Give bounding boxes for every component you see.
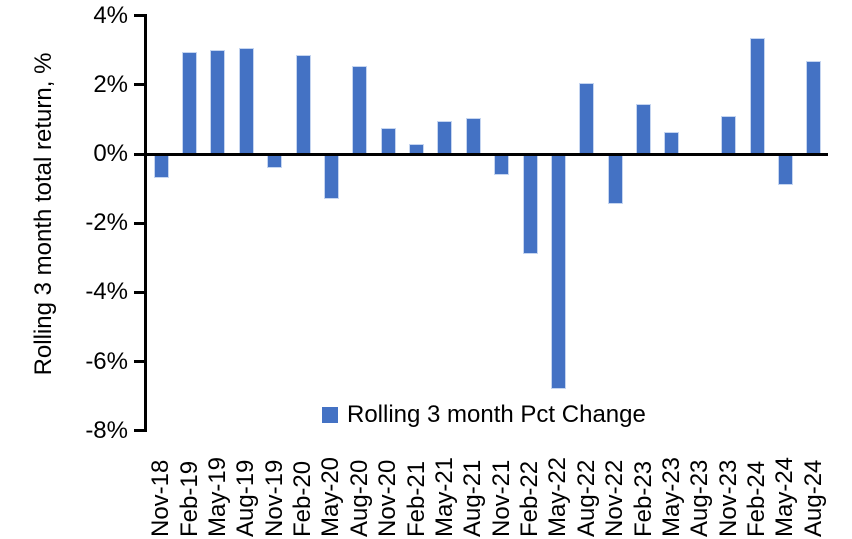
y-tick-label: -6% xyxy=(85,347,128,375)
x-tick-label: Feb-23 xyxy=(629,460,657,537)
bar-aug-22 xyxy=(579,83,595,154)
x-tick-label: May-20 xyxy=(317,456,345,537)
y-tick-mark xyxy=(134,221,147,225)
y-tick-label: -2% xyxy=(85,209,128,237)
y-tick-mark xyxy=(134,83,147,87)
y-tick-label: 0% xyxy=(93,140,128,167)
legend: Rolling 3 month Pct Change xyxy=(322,400,646,430)
bar-feb-19 xyxy=(182,51,198,154)
bar-may-22 xyxy=(550,154,566,390)
x-tick-label: Nov-18 xyxy=(147,459,175,537)
x-tick-label: Nov-21 xyxy=(487,459,515,537)
bar-nov-20 xyxy=(380,128,396,154)
x-tick-label: Aug-20 xyxy=(345,459,373,537)
y-tick-label: 2% xyxy=(93,70,128,98)
x-tick-label: Feb-20 xyxy=(289,460,317,537)
bar-aug-21 xyxy=(465,117,481,154)
bar-may-24 xyxy=(777,154,793,186)
bar-feb-23 xyxy=(636,103,652,154)
bar-may-20 xyxy=(323,154,339,199)
bar-nov-19 xyxy=(267,154,283,168)
x-tick-label: May-21 xyxy=(430,456,458,537)
y-tick-mark xyxy=(134,14,147,18)
x-tick-label: Nov-19 xyxy=(260,459,288,537)
y-tick-label: -8% xyxy=(85,416,128,444)
x-tick-label: Aug-21 xyxy=(459,459,487,537)
y-tick-mark xyxy=(134,290,147,294)
x-tick-label: Nov-22 xyxy=(601,459,629,537)
bar-feb-22 xyxy=(522,154,538,255)
x-tick-label: Feb-21 xyxy=(402,460,430,537)
y-tick-mark xyxy=(134,152,147,156)
bar-aug-19 xyxy=(238,48,254,154)
bar-feb-24 xyxy=(749,38,765,154)
x-tick-label: May-19 xyxy=(203,456,231,537)
y-tick-label: -4% xyxy=(85,278,128,306)
x-tick-label: May-22 xyxy=(544,456,572,537)
x-tick-label: Aug-19 xyxy=(232,459,260,537)
y-tick-mark xyxy=(134,429,147,433)
x-tick-label: Feb-22 xyxy=(516,460,544,537)
x-tick-label: Nov-20 xyxy=(374,459,402,537)
x-tick-label: Feb-19 xyxy=(175,460,203,537)
legend-marker-square xyxy=(322,407,338,423)
x-tick-label: Aug-22 xyxy=(572,459,600,537)
bar-nov-22 xyxy=(607,154,623,205)
zero-baseline xyxy=(144,152,828,156)
x-tick-label: Aug-24 xyxy=(799,459,827,537)
y-tick-mark xyxy=(134,360,147,364)
bar-nov-23 xyxy=(721,115,737,154)
bar-nov-21 xyxy=(494,154,510,175)
bar-may-23 xyxy=(664,131,680,154)
bar-nov-18 xyxy=(153,154,169,179)
bar-may-19 xyxy=(210,50,226,154)
x-tick-label: May-24 xyxy=(771,456,799,537)
x-tick-label: Nov-23 xyxy=(714,459,742,537)
legend-label: Rolling 3 month Pct Change xyxy=(347,401,646,428)
bar-aug-20 xyxy=(352,65,368,154)
y-tick-label: 4% xyxy=(93,1,128,29)
bar-feb-20 xyxy=(295,55,311,154)
bar-may-21 xyxy=(437,121,453,154)
x-tick-label: Aug-23 xyxy=(686,459,714,537)
x-tick-label: Feb-24 xyxy=(743,460,771,537)
x-tick-label: May-23 xyxy=(657,456,685,537)
bar-aug-24 xyxy=(806,60,822,154)
